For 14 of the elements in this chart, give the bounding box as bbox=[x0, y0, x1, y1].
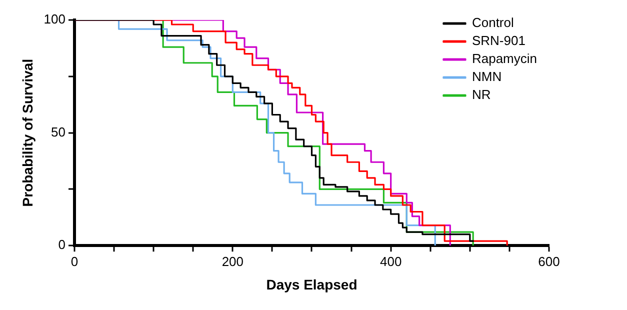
y-tick-label: 100 bbox=[44, 12, 66, 27]
legend-label: Control bbox=[472, 15, 514, 30]
legend-label: SRN-901 bbox=[472, 33, 526, 48]
legend-label: NMN bbox=[472, 69, 502, 84]
y-axis-title: Probability of Survival bbox=[19, 58, 36, 207]
x-tick-label: 600 bbox=[538, 254, 560, 269]
x-tick-label: 200 bbox=[222, 254, 244, 269]
legend-label: Rapamycin bbox=[472, 51, 538, 66]
x-axis-title: Days Elapsed bbox=[266, 276, 358, 292]
legend-label: NR bbox=[472, 87, 491, 102]
x-tick-label: 400 bbox=[380, 254, 402, 269]
x-tick-label: 0 bbox=[70, 254, 78, 269]
y-tick-label: 50 bbox=[51, 124, 66, 140]
y-tick-label: 0 bbox=[58, 237, 66, 252]
